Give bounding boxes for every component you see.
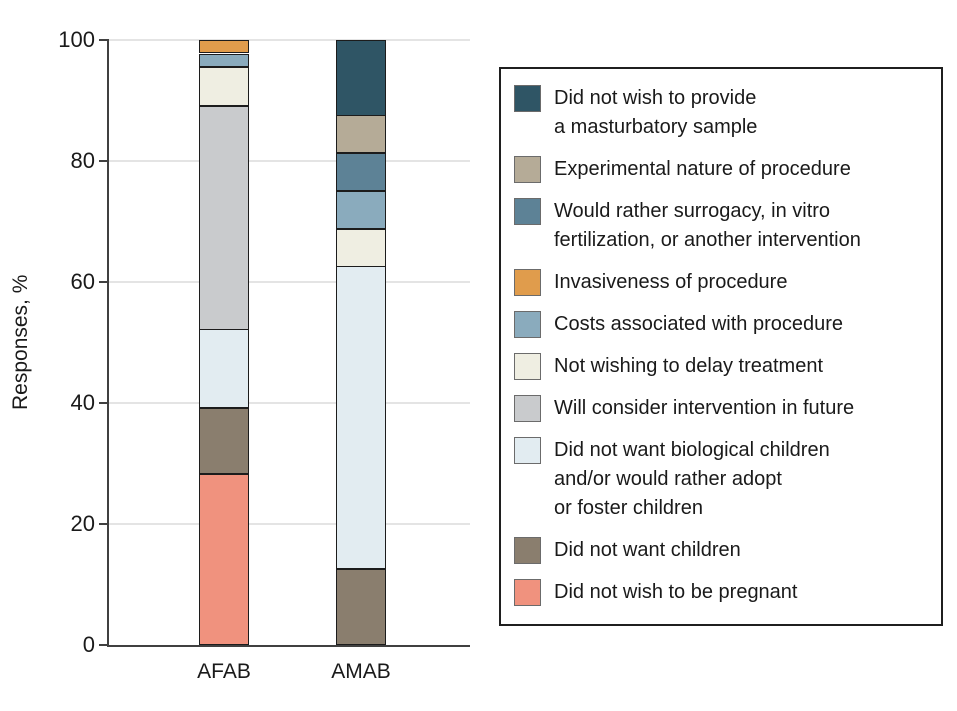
y-tick-label: 20 — [70, 511, 95, 536]
legend-item: Not wishing to delay treatment — [514, 352, 927, 381]
legend-item-label: Did not wish to provide a masturbatory s… — [554, 87, 758, 138]
bar-segment — [336, 115, 386, 153]
y-tick — [99, 523, 109, 525]
bar-segment — [336, 569, 386, 645]
y-axis-title: Responses, % — [9, 274, 32, 411]
bar-segment — [199, 40, 249, 53]
legend-swatch — [514, 537, 541, 564]
bar-segment — [336, 266, 386, 569]
gridline — [109, 39, 470, 41]
y-tick-label: 0 — [82, 632, 95, 657]
y-tick-label: 80 — [70, 148, 95, 173]
y-tick-label: 40 — [70, 390, 95, 415]
legend-item-label: Invasiveness of procedure — [554, 271, 788, 293]
legend-item: Did not want biological children and/or … — [514, 436, 927, 523]
bar-afab — [199, 40, 249, 645]
bar-segment — [199, 329, 249, 408]
bar-segment — [199, 474, 249, 645]
x-axis-label-amab: AMAB — [331, 660, 391, 683]
legend-swatch — [514, 85, 541, 112]
gridline — [109, 160, 470, 162]
y-tick-label: 60 — [70, 269, 95, 294]
bar-segment — [199, 106, 249, 330]
legend-item-label: Not wishing to delay treatment — [554, 355, 824, 377]
plot-area: 0 20 40 60 80 100 AFAB AMAB — [58, 27, 470, 683]
legend-swatch — [514, 269, 541, 296]
legend-item-label: Did not wish to be pregnant — [554, 581, 798, 603]
legend-item: Will consider intervention in future — [514, 394, 927, 423]
gridline — [109, 281, 470, 283]
bar-segment — [336, 153, 386, 191]
legend-item-label: Experimental nature of procedure — [554, 158, 851, 180]
gridline — [109, 402, 470, 404]
y-tick — [99, 281, 109, 283]
y-tick-label: 100 — [58, 27, 95, 52]
y-tick — [99, 160, 109, 162]
legend-swatch — [514, 395, 541, 422]
legend-item-label: Costs associated with procedure — [554, 313, 844, 335]
legend-item-label: Would rather surrogacy, in vitro fertili… — [554, 200, 861, 251]
legend-swatch — [514, 353, 541, 380]
y-tick — [99, 39, 109, 41]
legend-item: Did not want children — [514, 536, 927, 565]
legend-item: Did not wish to be pregnant — [514, 578, 927, 607]
legend-swatch — [514, 311, 541, 338]
legend-swatch — [514, 437, 541, 464]
legend-item: Did not wish to provide a masturbatory s… — [514, 84, 927, 142]
bar-segment — [336, 229, 386, 267]
gridline — [109, 523, 470, 525]
legend-item: Invasiveness of procedure — [514, 268, 927, 297]
bar-segment — [199, 54, 249, 67]
y-tick — [99, 402, 109, 404]
legend-item: Experimental nature of procedure — [514, 155, 927, 184]
legend-item-label: Did not want children — [554, 539, 741, 561]
legend-item-label: Will consider intervention in future — [554, 397, 855, 419]
x-axis-label-afab: AFAB — [197, 660, 251, 683]
legend-swatch — [514, 579, 541, 606]
bar-segment — [199, 408, 249, 474]
bar-segment — [336, 191, 386, 229]
bar-segment — [336, 40, 386, 116]
bar-segment — [199, 67, 249, 106]
legend: Did not wish to provide a masturbatory s… — [499, 67, 943, 626]
legend-swatch — [514, 156, 541, 183]
y-tick — [99, 644, 109, 646]
legend-item: Costs associated with procedure — [514, 310, 927, 339]
legend-item-label: Did not want biological children and/or … — [554, 439, 830, 519]
legend-swatch — [514, 198, 541, 225]
bar-amab — [336, 40, 386, 645]
legend-item: Would rather surrogacy, in vitro fertili… — [514, 197, 927, 255]
